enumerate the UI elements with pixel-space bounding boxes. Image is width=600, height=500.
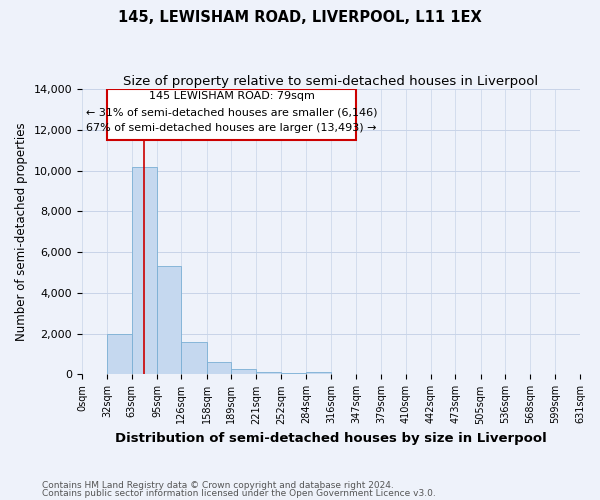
Text: ← 31% of semi-detached houses are smaller (6,146): ← 31% of semi-detached houses are smalle… — [86, 108, 377, 118]
Y-axis label: Number of semi-detached properties: Number of semi-detached properties — [15, 122, 28, 341]
Title: Size of property relative to semi-detached houses in Liverpool: Size of property relative to semi-detach… — [124, 75, 539, 88]
Text: Contains public sector information licensed under the Open Government Licence v3: Contains public sector information licen… — [42, 490, 436, 498]
Bar — [206, 362, 231, 374]
Bar — [131, 166, 157, 374]
Bar — [181, 342, 206, 374]
Bar — [231, 370, 256, 374]
Text: 145, LEWISHAM ROAD, LIVERPOOL, L11 1EX: 145, LEWISHAM ROAD, LIVERPOOL, L11 1EX — [118, 10, 482, 25]
Text: 145 LEWISHAM ROAD: 79sqm: 145 LEWISHAM ROAD: 79sqm — [149, 92, 314, 102]
Bar — [157, 266, 181, 374]
Bar — [256, 372, 281, 374]
Text: Contains HM Land Registry data © Crown copyright and database right 2024.: Contains HM Land Registry data © Crown c… — [42, 480, 394, 490]
Bar — [107, 334, 131, 374]
Bar — [306, 372, 331, 374]
Text: 67% of semi-detached houses are larger (13,493) →: 67% of semi-detached houses are larger (… — [86, 124, 377, 134]
FancyBboxPatch shape — [107, 89, 356, 140]
X-axis label: Distribution of semi-detached houses by size in Liverpool: Distribution of semi-detached houses by … — [115, 432, 547, 445]
